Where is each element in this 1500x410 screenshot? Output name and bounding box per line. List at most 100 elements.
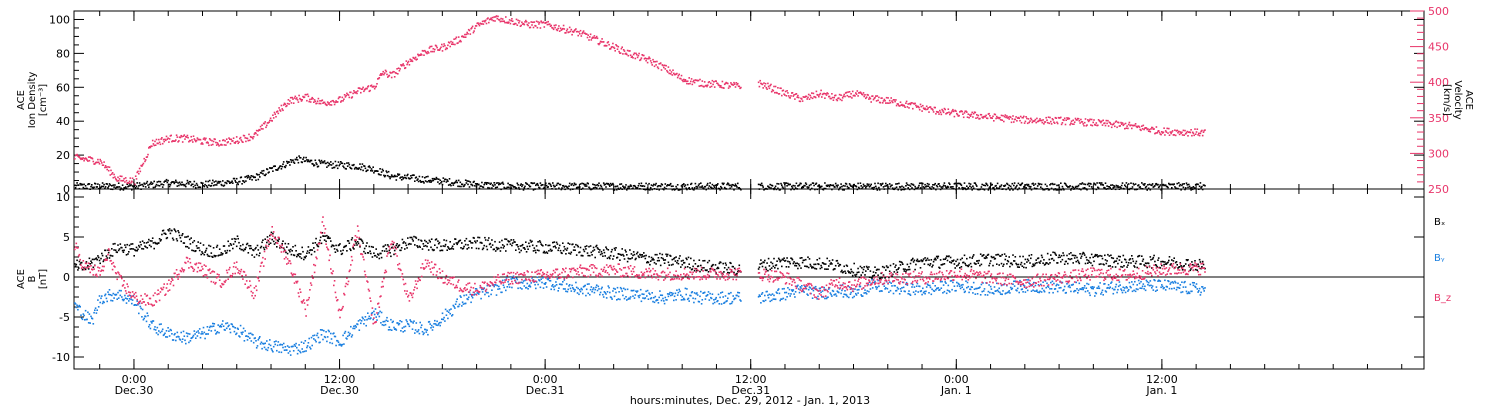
data-point: [966, 257, 968, 260]
data-point: [325, 331, 327, 333]
data-point: [352, 247, 354, 249]
data-point: [503, 186, 505, 189]
data-point: [817, 94, 819, 96]
data-point: [218, 248, 221, 250]
data-point: [387, 174, 389, 177]
data-point: [423, 245, 425, 247]
data-point: [81, 183, 84, 186]
data-point: [836, 259, 839, 262]
data-point: [327, 164, 330, 167]
data-point: [1165, 131, 1168, 133]
data-point: [138, 172, 140, 175]
data-point: [549, 248, 552, 251]
data-point: [825, 94, 828, 96]
data-point: [853, 183, 855, 186]
data-point: [380, 171, 383, 173]
data-point: [148, 324, 151, 326]
data-point: [92, 266, 95, 269]
data-point: [149, 146, 152, 149]
data-point: [980, 114, 983, 116]
data-point: [518, 248, 520, 250]
y-tick-label: 100: [49, 13, 70, 26]
data-point: [908, 184, 910, 186]
data-point: [774, 187, 776, 189]
data-point: [401, 176, 404, 178]
data-point: [1127, 262, 1130, 264]
data-point: [897, 188, 899, 191]
data-point: [673, 72, 675, 75]
data-point: [125, 179, 128, 182]
data-point: [162, 229, 165, 232]
data-point: [488, 21, 490, 24]
data-point: [531, 244, 534, 247]
data-point: [236, 327, 239, 330]
data-point: [805, 265, 808, 268]
data-point: [955, 110, 957, 112]
data-point: [648, 182, 650, 185]
data-point: [569, 30, 572, 33]
data-point: [761, 83, 764, 86]
data-point: [619, 259, 621, 261]
data-point: [569, 253, 572, 255]
data-point: [1131, 186, 1134, 188]
data-point: [573, 29, 576, 32]
data-point: [416, 58, 418, 60]
data-point: [877, 274, 879, 276]
data-point: [851, 185, 853, 188]
data-point: [572, 249, 575, 251]
data-point: [548, 182, 551, 185]
data-point: [386, 250, 388, 253]
data-point: [1056, 184, 1058, 187]
data-point: [640, 182, 643, 185]
data-point: [410, 177, 413, 179]
data-point: [627, 54, 630, 57]
data-point: [925, 259, 928, 261]
data-point: [864, 94, 866, 96]
data-point: [1167, 186, 1169, 189]
data-point: [633, 253, 636, 256]
data-point: [769, 183, 771, 186]
data-point: [109, 174, 112, 176]
data-point: [131, 180, 133, 183]
data-point: [278, 351, 280, 353]
data-point: [452, 184, 455, 186]
data-point: [205, 184, 208, 187]
data-point: [310, 253, 313, 256]
data-point: [88, 313, 91, 315]
data-point: [1177, 131, 1179, 134]
data-point: [325, 162, 327, 165]
data-point: [129, 248, 132, 250]
data-point: [529, 239, 532, 242]
data-point: [608, 256, 610, 259]
data-point: [101, 252, 103, 255]
data-point: [791, 92, 794, 94]
data-point: [1200, 130, 1202, 133]
data-point: [834, 182, 837, 185]
data-point: [176, 239, 179, 242]
data-point: [1026, 261, 1028, 263]
data-point: [1037, 182, 1040, 185]
data-point: [1170, 263, 1172, 265]
data-point: [643, 255, 646, 257]
y-right-tick-label: 350: [1428, 112, 1449, 125]
data-point: [374, 308, 377, 310]
data-point: [489, 242, 492, 245]
data-point: [193, 138, 196, 140]
data-point: [262, 246, 265, 249]
data-point: [347, 240, 350, 242]
data-point: [305, 156, 307, 159]
data-point: [175, 134, 178, 136]
data-point: [502, 183, 505, 185]
data-point: [1067, 258, 1070, 260]
data-point: [185, 342, 187, 345]
data-point: [351, 96, 354, 98]
data-point: [696, 186, 699, 188]
data-point: [385, 248, 388, 250]
data-point: [854, 274, 856, 276]
data-point: [284, 166, 287, 169]
data-point: [714, 264, 717, 266]
data-point: [929, 264, 931, 267]
data-point: [689, 267, 691, 269]
data-point: [1040, 183, 1043, 186]
